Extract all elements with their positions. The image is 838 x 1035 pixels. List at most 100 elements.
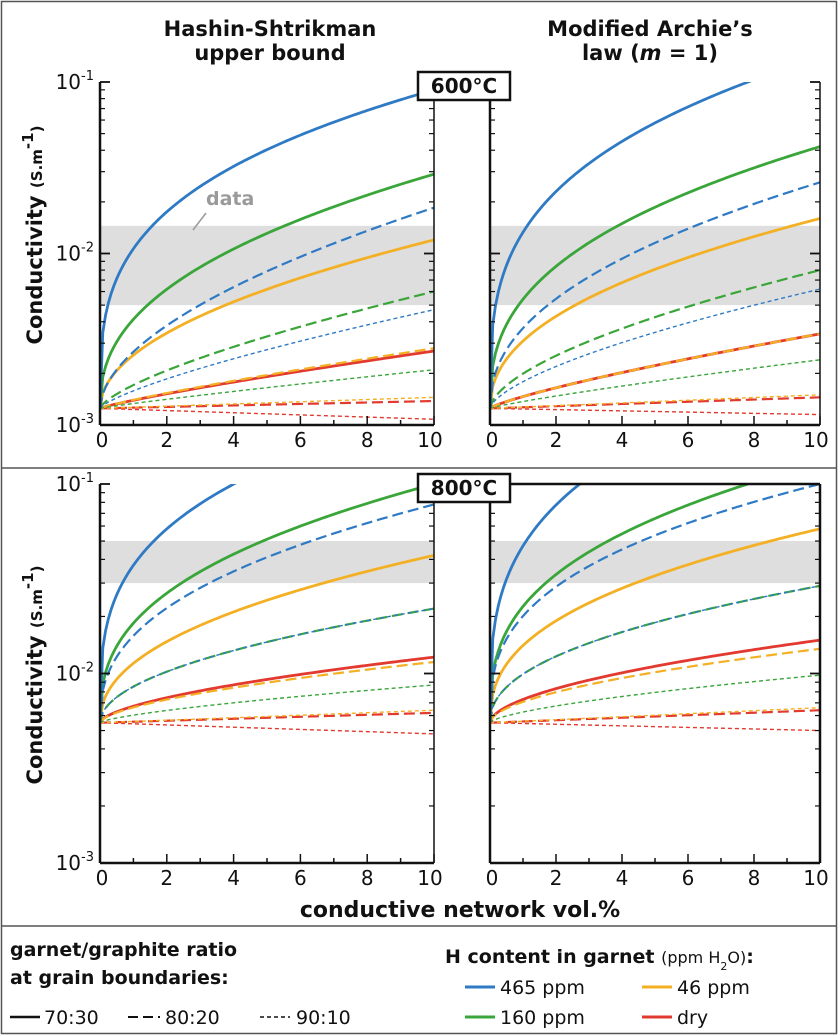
x-tick-label: 6 [294, 866, 307, 890]
temp-box-600: 600°C [416, 70, 512, 102]
y-tick-label: 10-2 [56, 241, 94, 266]
series-line [100, 484, 434, 723]
legend-ratio-title-1: garnet/graphite ratio [10, 939, 237, 961]
x-tick-label: 10 [803, 866, 828, 890]
series-line [490, 709, 820, 724]
series-line [490, 396, 820, 410]
y-tick-label: 10-3 [56, 850, 94, 875]
title-left-line2: upper bound [194, 41, 345, 65]
x-tick-label: 8 [361, 866, 374, 890]
series-line [490, 359, 820, 410]
series-line [100, 396, 434, 410]
x-tick-label: 2 [550, 428, 563, 452]
series-line [100, 554, 434, 723]
x-tick-label: 4 [227, 866, 240, 890]
series-line [100, 503, 434, 723]
legend-dry-label: dry [677, 1007, 708, 1029]
series-line [100, 607, 434, 723]
series-line [100, 290, 434, 409]
legend-160-label: 160 ppm [500, 1007, 585, 1029]
data-annotation: data [206, 188, 254, 210]
series-line [490, 527, 820, 723]
series-line [490, 722, 820, 732]
legend-ratio-80-20: 80:20 [165, 1007, 220, 1029]
series-line [490, 484, 820, 723]
x-tick-label: 2 [550, 866, 563, 890]
temp-box-800: 800°C [416, 472, 512, 504]
series-line [490, 407, 820, 416]
series-line [100, 347, 434, 410]
panel-2: 0 2 4 6 8 10 [486, 81, 829, 452]
temp-label-800: 800°C [431, 476, 497, 500]
series-line [100, 684, 434, 724]
series-line [100, 484, 237, 723]
series-line [490, 269, 820, 409]
series-line [490, 332, 820, 410]
x-tick-label: 6 [294, 428, 307, 452]
x-tick-label: 0 [96, 428, 109, 452]
y-axis-label-bottom: Conductivity (S.m-1) [19, 566, 47, 785]
series-line [100, 607, 434, 723]
data-band [100, 541, 434, 584]
panel-4: 0 2 4 6 8 10 [486, 482, 829, 890]
y-tick-label: 10-1 [56, 471, 94, 496]
x-tick-label: 8 [748, 428, 761, 452]
title-right-line2: law (m = 1) [582, 41, 718, 65]
series-line [490, 674, 820, 724]
data-annotation-pointer [192, 212, 207, 231]
series-line [100, 660, 434, 724]
series-line [490, 484, 753, 723]
x-tick-label: 2 [160, 866, 173, 890]
series-line [490, 707, 820, 724]
data-band [100, 225, 434, 306]
series-line [100, 655, 434, 724]
x-tick-label: 0 [96, 866, 109, 890]
series-line [490, 484, 582, 723]
legend-h-title: H content in garnet (ppm H2O): [445, 946, 754, 973]
series-line [100, 407, 434, 420]
series-line [100, 206, 434, 409]
series-group [100, 484, 434, 735]
temp-label-600: 600°C [431, 74, 497, 98]
legend: garnet/graphite ratio at grain boundarie… [10, 939, 754, 1029]
series-line [100, 88, 434, 409]
y-axis-label-top: Conductivity (S.m-1) [19, 126, 47, 345]
x-tick-label: 0 [486, 428, 499, 452]
x-tick-label: 8 [748, 866, 761, 890]
legend-46-label: 46 ppm [677, 977, 750, 999]
series-group [100, 88, 434, 420]
panel-3: 0 2 4 6 8 10 10-3 10-2 10-1 [56, 471, 443, 890]
series-line [100, 309, 434, 409]
x-tick-label: 10 [803, 428, 828, 452]
legend-ratio-70-30: 70:30 [44, 1007, 99, 1029]
series-line [490, 145, 820, 409]
legend-465-label: 465 ppm [500, 977, 585, 999]
y-tick-label: 10-1 [56, 69, 94, 94]
title-left-line1: Hashin-Shtrikman [164, 17, 377, 41]
x-tick-label: 10 [417, 866, 442, 890]
series-line [100, 711, 434, 724]
series-line [490, 181, 820, 409]
data-band [490, 225, 820, 306]
x-tick-label: 4 [227, 428, 240, 452]
x-axis-label: conductive network vol.% [300, 898, 620, 923]
y-tick-label: 10-3 [56, 412, 94, 437]
x-tick-label: 0 [486, 866, 499, 890]
x-tick-label: 4 [616, 428, 629, 452]
series-line [490, 638, 820, 724]
title-right-line1: Modified Archie’s [547, 17, 753, 41]
series-line [490, 82, 752, 409]
series-line [490, 394, 820, 410]
series-group [490, 82, 820, 416]
x-tick-label: 2 [160, 428, 173, 452]
panel-1: 0 2 4 6 8 10 10-3 10-2 10-1 [56, 69, 443, 452]
x-tick-label: 6 [682, 428, 695, 452]
x-tick-label: 10 [417, 428, 442, 452]
series-group [490, 484, 820, 732]
series-line [100, 172, 434, 409]
series-line [100, 722, 434, 735]
legend-ratio-90-10: 90:10 [296, 1007, 351, 1029]
